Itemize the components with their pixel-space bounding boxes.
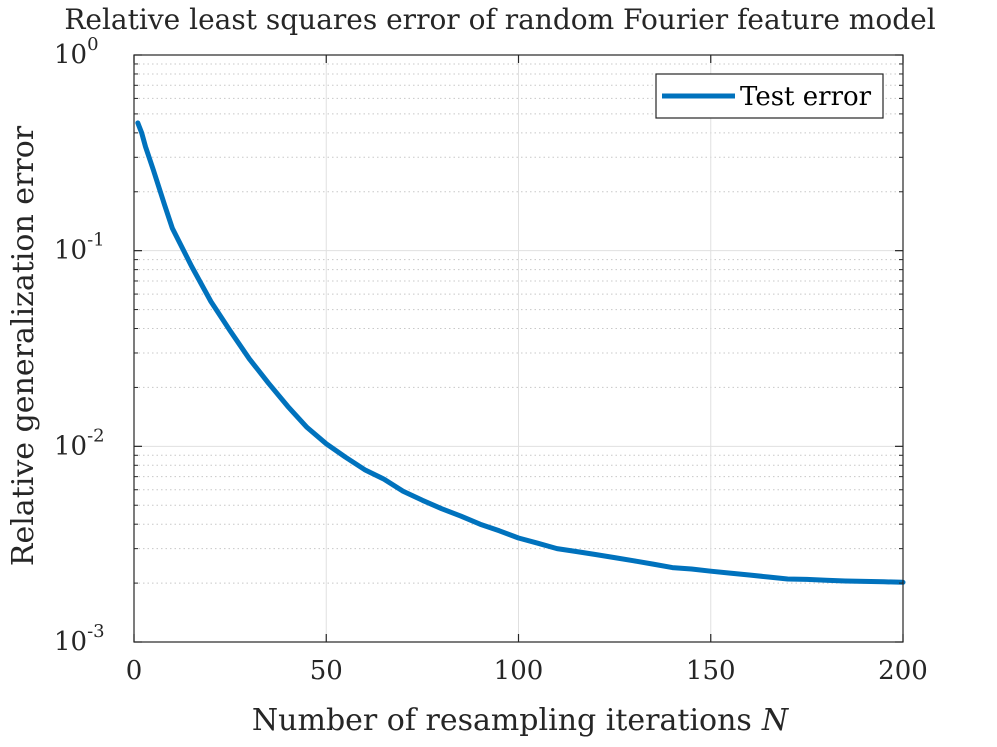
x-tick-label: 0 [126, 656, 143, 686]
x-axis-variable: N [761, 703, 790, 738]
x-tick-label: 100 [494, 656, 544, 686]
y-axis-label: Relative generalization error [6, 125, 41, 566]
grid-layer [133, 54, 904, 643]
series-layer [135, 120, 906, 585]
legend: Test error [655, 73, 884, 119]
y-tick-label: 10-3 [54, 621, 105, 657]
x-axis-label-text: Number of resampling iterations [252, 703, 752, 738]
x-tick-label: 150 [686, 656, 736, 686]
x-tick-label: 50 [310, 656, 343, 686]
x-axis-label: Number of resampling iterations N [252, 703, 790, 738]
legend-label-test-error: Test error [740, 82, 872, 112]
series-line-test-error [135, 120, 906, 585]
y-tick-label: 10-2 [54, 425, 105, 461]
tick-layer: 0 50 100 150 200 10-3 10-2 10-1 100 [54, 34, 928, 686]
y-tick-label: 10-1 [54, 230, 105, 266]
x-tick-label: 200 [878, 656, 928, 686]
chart-title: Relative least squares error of random F… [64, 3, 935, 36]
y-tick-label: 100 [54, 34, 99, 70]
